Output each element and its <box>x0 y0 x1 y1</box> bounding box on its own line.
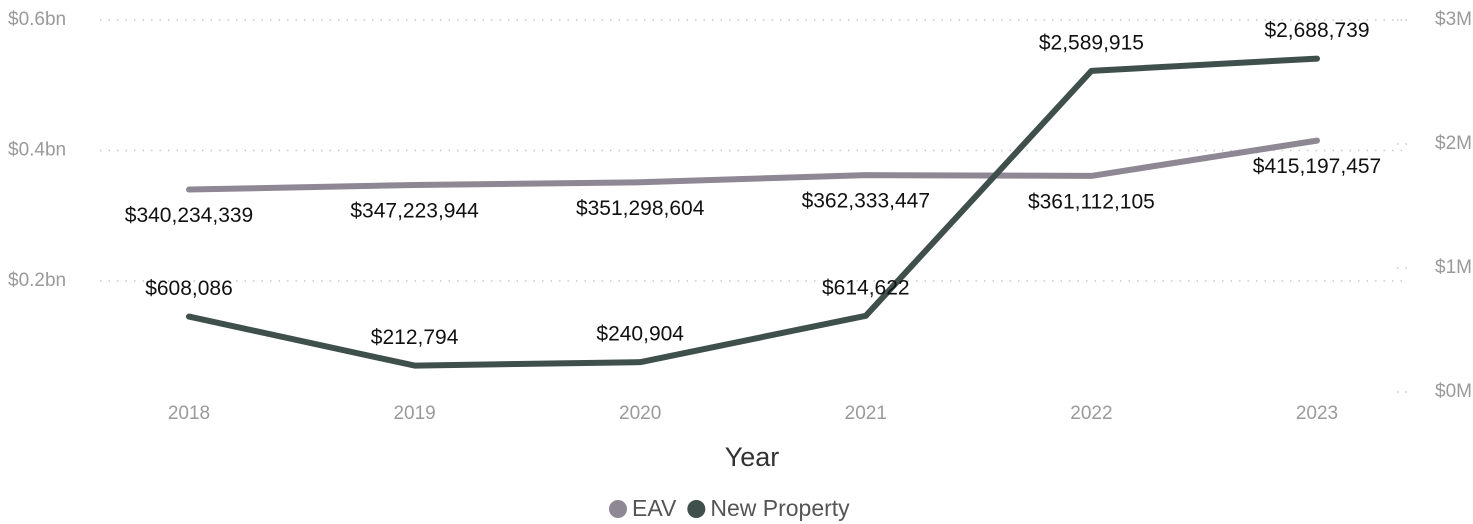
data-label: $340,234,339 <box>125 204 253 227</box>
x-tick-label: 2023 <box>1296 403 1338 424</box>
x-tick-label: 2019 <box>393 403 435 424</box>
data-label: $415,197,457 <box>1253 155 1381 178</box>
legend-label: New Property <box>710 495 850 521</box>
data-label: $212,794 <box>371 326 459 349</box>
y-tick-label: $0.6bn <box>8 9 66 30</box>
data-label: $614,622 <box>822 276 910 299</box>
data-label: $351,298,604 <box>576 197 705 220</box>
y2-tick-label: $0M <box>1435 381 1472 402</box>
legend-marker <box>687 500 706 518</box>
data-label: $362,333,447 <box>802 190 930 213</box>
series-line <box>186 137 1320 193</box>
series-line <box>186 55 1320 369</box>
data-label: $608,086 <box>145 277 233 300</box>
data-label: $2,688,739 <box>1264 19 1369 42</box>
y2-tick-label: $1M <box>1435 257 1472 278</box>
y2-tick-label: $2M <box>1435 133 1472 154</box>
x-axis-title: Year <box>725 442 780 472</box>
x-tick-label: 2018 <box>168 403 210 424</box>
legend-label: EAV <box>632 495 677 521</box>
data-label: $240,904 <box>596 323 684 346</box>
data-label: $361,112,105 <box>1028 190 1155 213</box>
y2-tick-label: $3M <box>1435 9 1472 30</box>
x-tick-label: 2022 <box>1070 403 1112 424</box>
legend-marker <box>609 500 627 518</box>
data-label: $2,589,915 <box>1039 31 1144 54</box>
x-tick-label: 2021 <box>845 403 887 424</box>
y-tick-label: $0.2bn <box>8 270 66 291</box>
x-tick-label: 2020 <box>619 403 661 424</box>
data-label: $347,223,944 <box>350 200 479 223</box>
y-tick-label: $0.4bn <box>8 140 66 161</box>
